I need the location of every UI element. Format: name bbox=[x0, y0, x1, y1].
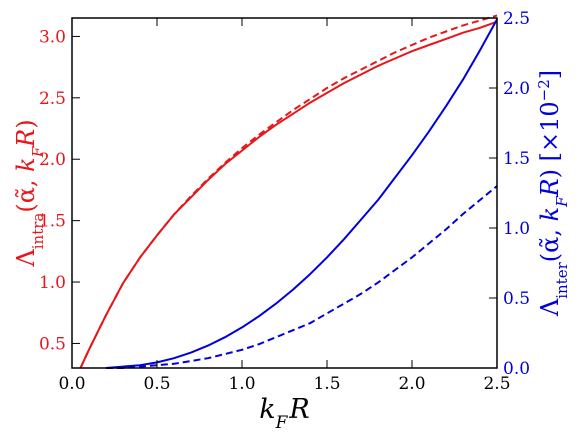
right-axis-ticks: 0.0 0.5 1.0 1.5 2.0 2.5 bbox=[489, 9, 530, 379]
series-line-left-dashed-1 bbox=[79, 14, 498, 369]
x-axis-label: kFR bbox=[259, 394, 310, 433]
x-axis-label-sub: F bbox=[275, 413, 289, 433]
right-tick-label-0: 0.0 bbox=[503, 359, 530, 379]
x-tick-label-4: 2.0 bbox=[398, 374, 425, 394]
x-tick-label-3: 1.5 bbox=[313, 374, 340, 394]
x-tick-label-2: 1.0 bbox=[228, 374, 255, 394]
right-axis-label-exp: −2 bbox=[535, 79, 553, 101]
x-tick-label-5: 2.5 bbox=[483, 374, 510, 394]
left-axis-label-f: F bbox=[29, 146, 47, 158]
right-axis-label-sub: inter bbox=[553, 261, 571, 298]
right-axis-label: Λinter(α̃, kFR) [×10−2] bbox=[535, 70, 571, 317]
series-layer bbox=[79, 14, 498, 369]
left-axis-label-k: k bbox=[12, 157, 40, 172]
left-tick-label-3: 2.0 bbox=[39, 150, 66, 170]
series-line-right-solid-2 bbox=[105, 18, 498, 369]
left-axis-label-r: R bbox=[12, 129, 40, 148]
plot-frame bbox=[71, 17, 498, 369]
left-axis-label: Λintra(α̃, kFR) bbox=[12, 119, 47, 267]
left-axis-label-sub: intra bbox=[29, 213, 47, 250]
right-tick-label-5: 2.5 bbox=[503, 9, 530, 29]
left-axis-ticks: 0.5 1.0 1.5 2.0 2.5 3.0 bbox=[39, 27, 80, 354]
right-tick-label-2: 1.0 bbox=[503, 219, 530, 239]
left-tick-label-0: 0.5 bbox=[39, 334, 66, 354]
x-axis-label-k: k bbox=[259, 394, 275, 425]
right-tick-label-1: 0.5 bbox=[503, 289, 530, 309]
left-tick-label-1: 1.0 bbox=[39, 273, 66, 293]
x-tick-label-0: 0.0 bbox=[58, 374, 85, 394]
right-axis-label-k: k bbox=[536, 207, 564, 222]
series-line-right-dashed-3 bbox=[106, 185, 498, 369]
right-tick-label-4: 2.0 bbox=[503, 79, 530, 99]
x-axis-ticks: 0.0 0.5 1.0 1.5 2.0 2.5 bbox=[58, 18, 511, 394]
left-tick-label-2: 1.5 bbox=[39, 212, 66, 232]
left-tick-label-4: 2.5 bbox=[39, 89, 66, 109]
right-axis-label-f: F bbox=[553, 196, 571, 208]
right-axis-label-r: R bbox=[536, 178, 564, 197]
x-tick-label-1: 0.5 bbox=[143, 374, 170, 394]
left-tick-label-5: 3.0 bbox=[39, 27, 66, 47]
x-axis-label-r: R bbox=[288, 394, 309, 425]
right-tick-label-3: 1.5 bbox=[503, 149, 530, 169]
series-line-left-solid-0 bbox=[79, 20, 498, 369]
